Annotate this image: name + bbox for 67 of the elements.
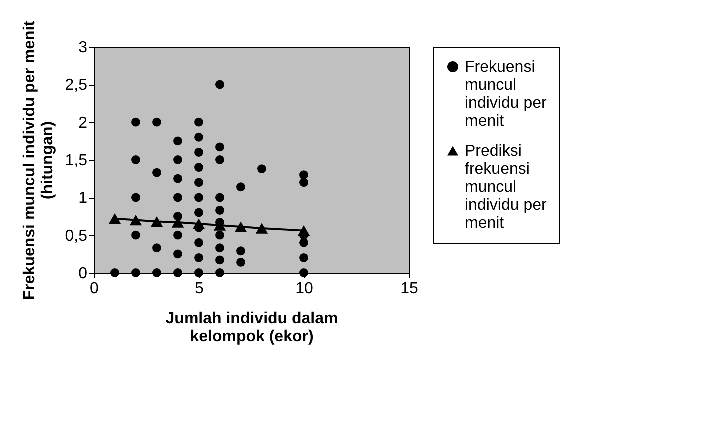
point [132,268,140,278]
point [300,178,308,188]
point [132,193,140,202]
point [216,256,224,265]
point [216,244,224,253]
point [194,253,204,262]
point [174,136,182,146]
point [234,222,248,232]
point [174,250,182,259]
point [108,213,122,224]
legend-label: Prediksi frekuensi muncul individu per menit [465,143,548,232]
point [152,244,162,253]
point [236,258,246,267]
point [216,268,224,278]
point [194,238,204,248]
y-tick-label: 2,5 [65,77,88,94]
y-tick-label: 0,5 [65,228,88,245]
x-tick-label: 15 [400,280,418,298]
point [194,178,204,188]
point [152,168,162,178]
x-tick-label: 10 [296,280,314,298]
x-axis-title: Jumlah individu dalam kelompok (ekor) [166,310,338,346]
point [300,170,308,180]
point [216,193,224,202]
y-tick-label: 1,5 [65,152,88,170]
point [194,208,204,218]
y-tick-label: 1 [78,190,88,208]
point [236,246,246,256]
point [216,206,224,215]
point [174,174,182,184]
point [132,156,140,164]
point [150,216,164,228]
point [152,118,162,127]
point [174,156,182,164]
point [174,193,182,202]
point [236,182,246,192]
legend-label: Frekuensi muncul individu per menit [465,59,548,130]
point [174,230,182,240]
y-axis-title: Frekuensi muncul individu per menit (hitungan) [21,20,56,300]
point [300,268,308,278]
y-tick-label: 2 [78,114,88,132]
point [194,118,204,127]
point [300,253,308,262]
point [216,230,224,240]
x-tick-label: 0 [90,280,100,298]
y-tick-label: 3 [78,40,88,56]
point [132,230,140,240]
point [216,156,224,164]
point [194,163,204,172]
point [192,218,206,230]
point [258,164,266,174]
point [194,148,204,157]
y-tick-label: 0 [78,266,88,282]
point [194,132,204,142]
point [130,214,142,226]
point [174,268,182,278]
point [194,268,204,278]
point [110,268,120,278]
point [194,193,204,202]
point [216,142,224,152]
point [256,223,268,234]
point [132,118,140,127]
point [298,226,310,236]
x-tick-label: 5 [195,280,204,298]
point [300,238,308,248]
point [216,80,224,90]
point [152,268,162,278]
